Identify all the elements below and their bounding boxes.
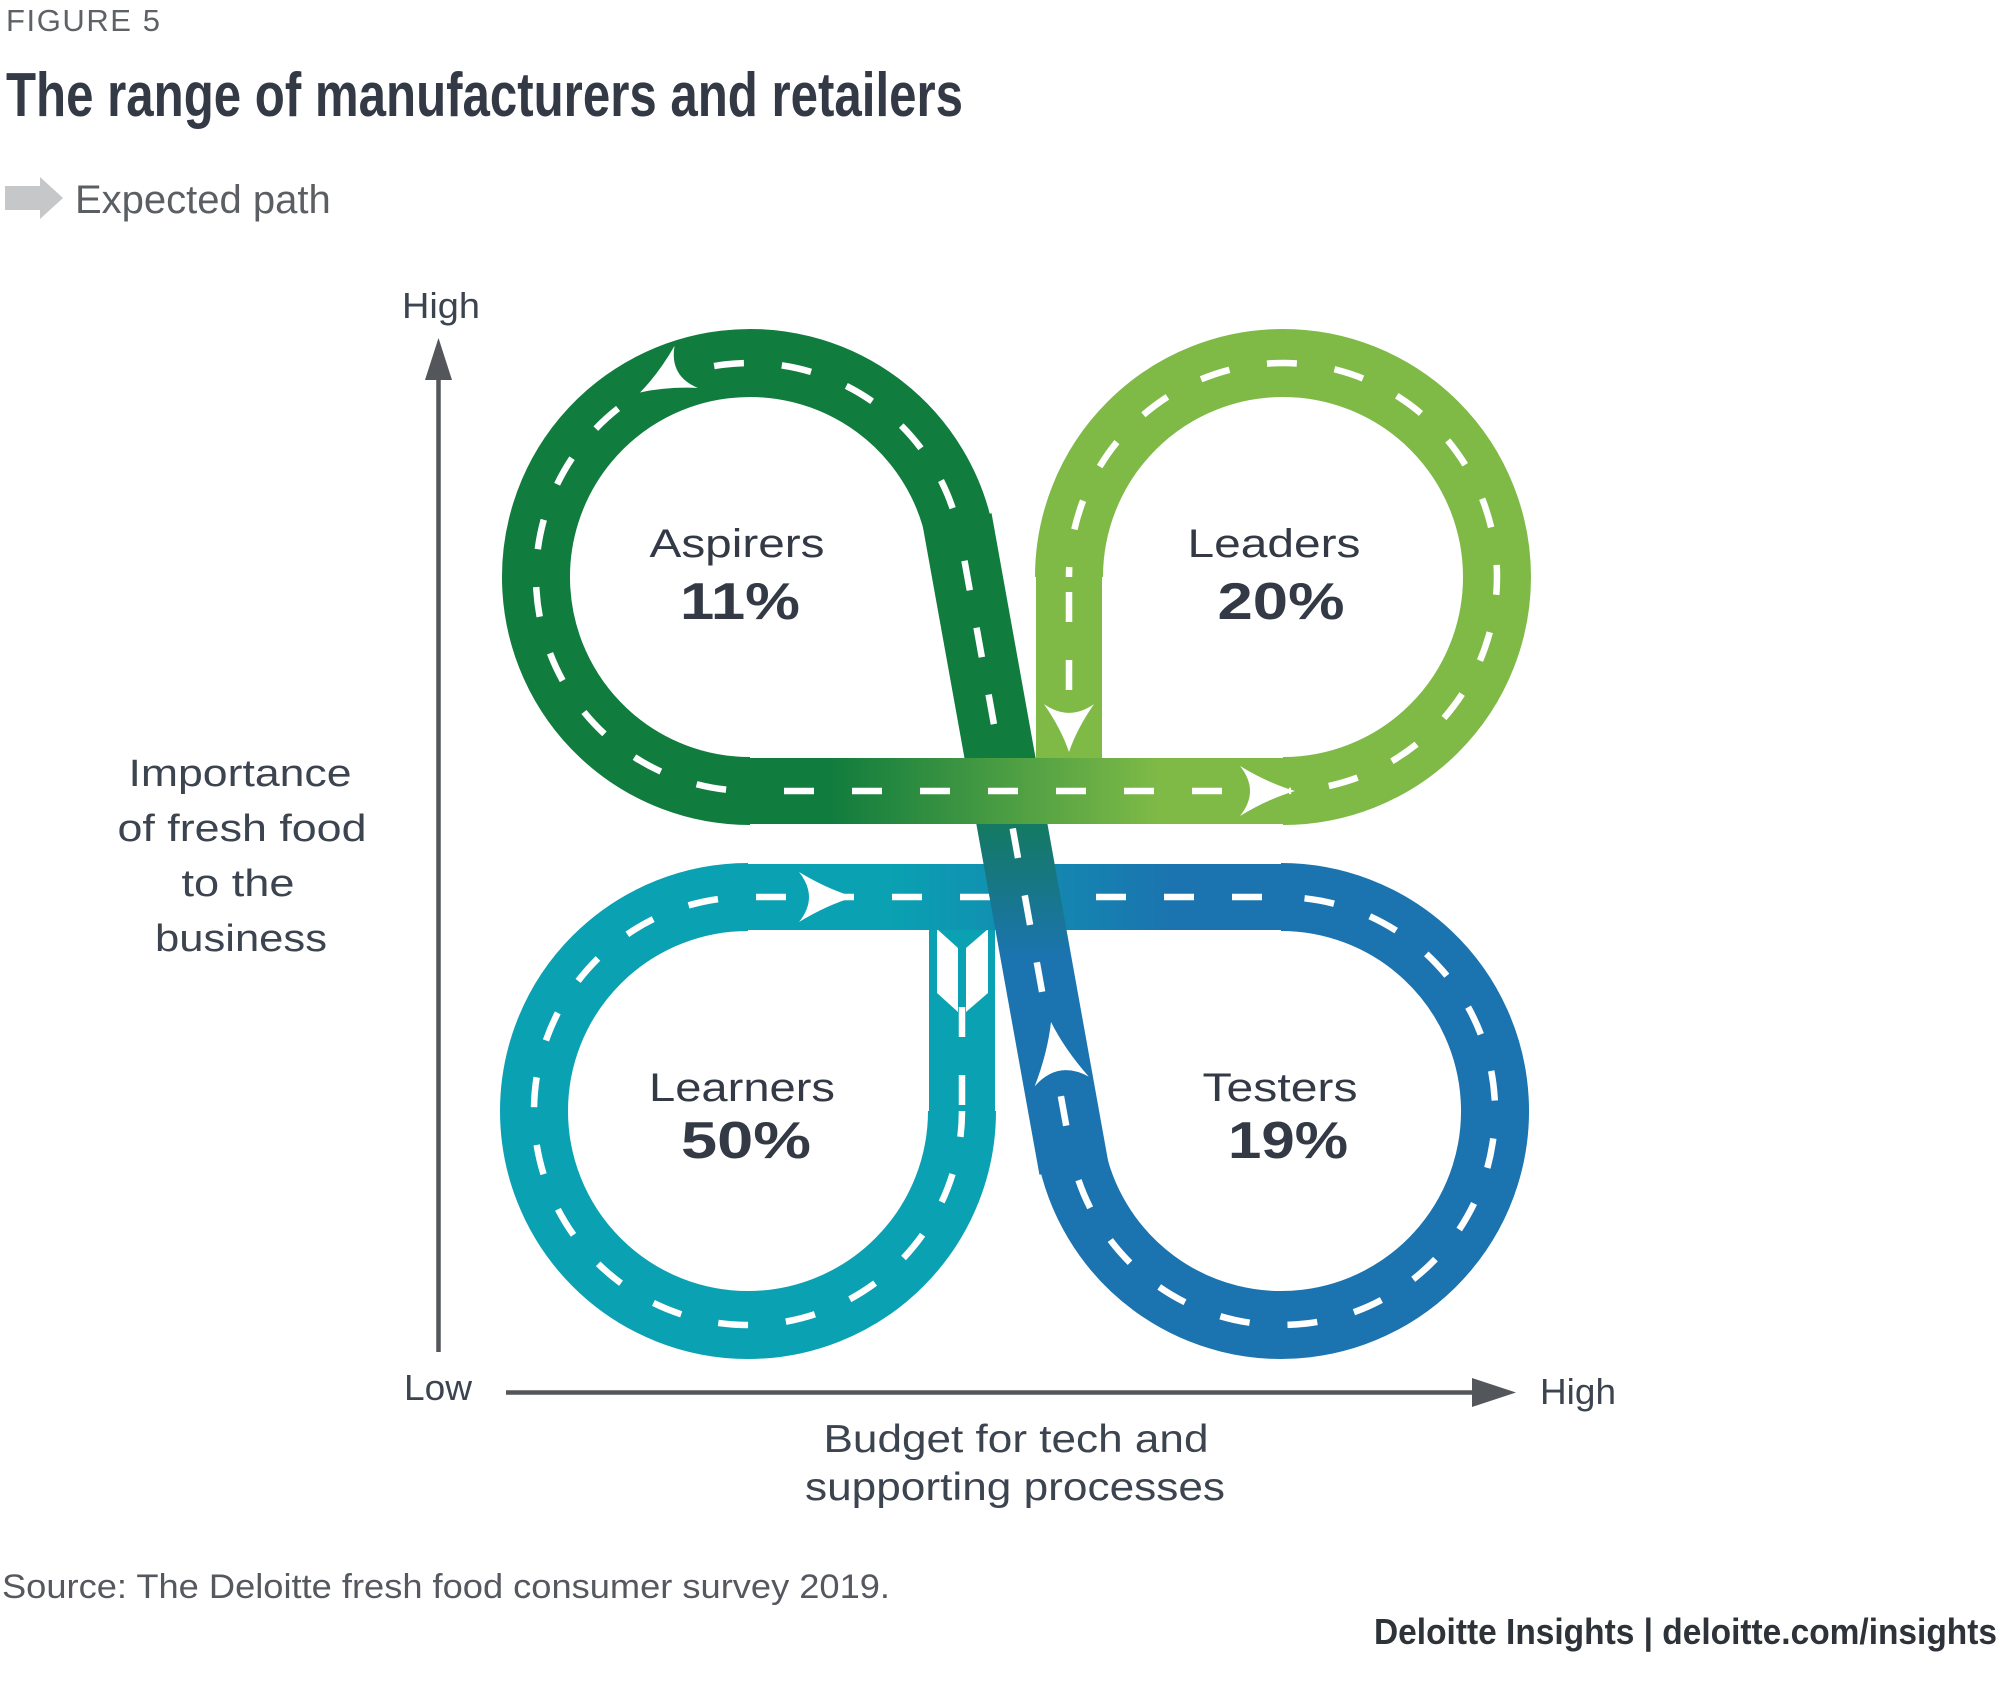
svg-text:Source: The Deloitte fresh foo: Source: The Deloitte fresh food consumer… bbox=[2, 1568, 890, 1606]
svg-text:The range of manufacturers and: The range of manufacturers and retailers bbox=[6, 61, 963, 130]
svg-text:supporting processes: supporting processes bbox=[805, 1466, 1225, 1509]
svg-text:High: High bbox=[1540, 1371, 1616, 1412]
svg-text:11%: 11% bbox=[680, 573, 800, 631]
svg-text:19%: 19% bbox=[1228, 1112, 1348, 1170]
svg-text:Expected path: Expected path bbox=[75, 178, 331, 222]
svg-text:Importance: Importance bbox=[129, 753, 352, 795]
svg-text:Learners: Learners bbox=[649, 1066, 835, 1110]
svg-text:FIGURE 5: FIGURE 5 bbox=[6, 3, 160, 38]
svg-text:business: business bbox=[155, 918, 327, 960]
svg-text:Budget for tech and: Budget for tech and bbox=[824, 1418, 1209, 1461]
svg-text:Aspirers: Aspirers bbox=[650, 522, 825, 566]
svg-text:Leaders: Leaders bbox=[1188, 522, 1361, 566]
svg-text:of fresh food: of fresh food bbox=[118, 808, 367, 850]
svg-text:Low: Low bbox=[404, 1367, 473, 1408]
svg-text:50%: 50% bbox=[681, 1112, 811, 1170]
svg-text:Testers: Testers bbox=[1203, 1066, 1358, 1110]
svg-text:20%: 20% bbox=[1218, 573, 1345, 631]
svg-text:to the: to the bbox=[182, 863, 295, 905]
svg-text:High: High bbox=[402, 285, 480, 326]
svg-text:Deloitte Insights | deloitte.c: Deloitte Insights | deloitte.com/insight… bbox=[1374, 1611, 1997, 1653]
